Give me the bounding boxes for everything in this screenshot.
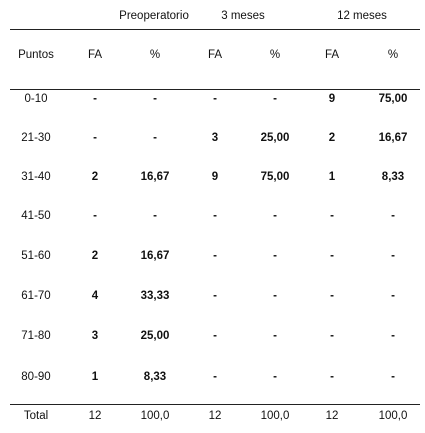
table-cell: - <box>273 250 277 262</box>
table-cell: 25,00 <box>260 132 290 144</box>
column-header: % <box>387 49 399 61</box>
total-cell: 100,0 <box>378 410 408 422</box>
row-range-cell: 41-50 <box>21 210 51 222</box>
column-header: FA <box>87 49 103 61</box>
table-cell: - <box>213 250 217 262</box>
table-cell: 1 <box>328 171 336 183</box>
table-cell: - <box>213 210 217 222</box>
table-cell: - <box>153 210 157 222</box>
table-cell: - <box>273 330 277 342</box>
table-cell: - <box>153 132 157 144</box>
table-cell: - <box>213 330 217 342</box>
total-cell: 100,0 <box>140 410 170 422</box>
table-cell: - <box>153 93 157 105</box>
table-cell: 16,67 <box>140 171 170 183</box>
table-cell: - <box>391 210 395 222</box>
group-header: Preoperatorio <box>119 10 189 22</box>
table-cell: 1 <box>91 371 99 383</box>
table-cell: - <box>273 290 277 302</box>
table-cell: 2 <box>91 171 99 183</box>
column-header: FA <box>207 49 223 61</box>
row-range-cell: 0-10 <box>24 93 48 105</box>
row-range-cell: 61-70 <box>21 290 51 302</box>
table-cell: - <box>273 93 277 105</box>
row-range-cell: 21-30 <box>21 132 51 144</box>
table-cell: 9 <box>328 93 336 105</box>
table-cell: 3 <box>211 132 219 144</box>
table-cell: - <box>330 371 334 383</box>
table-cell: - <box>93 93 97 105</box>
table-cell: 16,67 <box>140 250 170 262</box>
table-cell: - <box>93 210 97 222</box>
total-cell: 12 <box>208 410 222 422</box>
table-cell: - <box>213 290 217 302</box>
table-cell: 3 <box>91 330 99 342</box>
table-cell: - <box>391 371 395 383</box>
table-cell: 2 <box>328 132 336 144</box>
table-cell: - <box>330 330 334 342</box>
group-header: 3 meses <box>221 10 265 22</box>
table-cell: 75,00 <box>260 171 290 183</box>
table-cell: - <box>330 250 334 262</box>
header-divider <box>10 29 420 30</box>
table-cell: 16,67 <box>378 132 408 144</box>
table-cell: 2 <box>91 250 99 262</box>
row-range-cell: 31-40 <box>21 171 51 183</box>
total-rule <box>10 404 420 405</box>
table-cell: - <box>93 132 97 144</box>
table-cell: - <box>213 371 217 383</box>
table-cell: - <box>273 210 277 222</box>
column-header: % <box>149 49 161 61</box>
total-cell: 12 <box>325 410 339 422</box>
row-range-cell: 80-90 <box>21 371 51 383</box>
total-cell: 12 <box>88 410 102 422</box>
table-cell: 4 <box>91 290 99 302</box>
table-cell: - <box>213 93 217 105</box>
row-range-cell: 71-80 <box>21 330 51 342</box>
column-header: FA <box>324 49 340 61</box>
table-cell: 75,00 <box>378 93 408 105</box>
total-cell: 100,0 <box>260 410 290 422</box>
row-range-cell: 51-60 <box>21 250 51 262</box>
table-cell: - <box>330 210 334 222</box>
total-label: Total <box>23 410 49 422</box>
table-cell: 33,33 <box>140 290 170 302</box>
column-header: % <box>269 49 281 61</box>
table-cell: - <box>391 290 395 302</box>
column-header: Puntos <box>18 49 54 61</box>
body-top-rule <box>10 89 420 90</box>
table-cell: - <box>273 371 277 383</box>
group-header: 12 meses <box>337 10 387 22</box>
table-cell: 9 <box>211 171 219 183</box>
table-cell: 8,33 <box>381 171 405 183</box>
table-cell: 25,00 <box>140 330 170 342</box>
table-cell: - <box>391 250 395 262</box>
table-cell: - <box>391 330 395 342</box>
table-cell: - <box>330 290 334 302</box>
table-cell: 8,33 <box>143 371 167 383</box>
